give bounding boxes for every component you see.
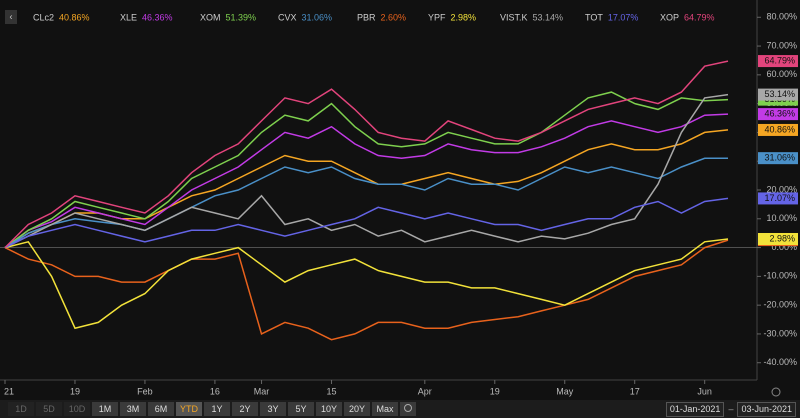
legend-value: 2.98% (451, 12, 477, 22)
legend-name: PBR (357, 12, 376, 22)
x-tick-label: 16 (210, 386, 220, 396)
y-tick-label: 10.00% (766, 213, 797, 223)
chart: ‹ 80.00%70.00%60.00%50.00%40.00%30.00%20… (0, 0, 800, 400)
legend-item: XOP 64.79% (660, 12, 715, 22)
range-button[interactable]: Max (372, 402, 398, 416)
legend-name: XOM (200, 12, 221, 22)
series-line (4, 91, 729, 249)
value-badge-label: 53.14% (764, 89, 795, 99)
legend-item: XLE 46.36% (120, 12, 173, 22)
settings-icon[interactable] (771, 387, 781, 397)
value-badge (758, 88, 798, 101)
y-tick-label: 70.00% (766, 40, 797, 50)
y-tick-label: 60.00% (766, 69, 797, 79)
legend-value: 17.07% (608, 12, 639, 22)
range-button[interactable]: 1Y (204, 402, 230, 416)
y-tick-label: -10.00% (763, 271, 797, 281)
back-icon[interactable]: ‹ (10, 11, 13, 21)
value-badge-label: 46.36% (764, 108, 795, 118)
x-tick-label: 19 (70, 386, 80, 396)
value-badge-label: 2.98% (769, 233, 795, 243)
range-button[interactable]: 1D (8, 402, 34, 416)
value-badge-label: 17.07% (764, 193, 795, 203)
y-tick-label: 0.00% (771, 242, 797, 252)
x-tick-label: 21 (4, 386, 14, 396)
y-tick-label: -40.00% (763, 357, 797, 367)
legend-value: 2.60% (381, 12, 407, 22)
legend-name: CLc2 (33, 12, 54, 22)
legend-item: CLc2 40.86% (33, 12, 90, 22)
y-tick-label: -30.00% (763, 328, 797, 338)
legend-name: XLE (120, 12, 137, 22)
legend-name: CVX (278, 12, 297, 22)
range-button[interactable]: 1M (92, 402, 118, 416)
value-badge (758, 108, 798, 121)
series-line (4, 239, 729, 341)
legend-value: 51.39% (226, 12, 257, 22)
y-tick-label: -20.00% (763, 300, 797, 310)
range-button[interactable]: 20Y (344, 402, 370, 416)
settings-button[interactable] (400, 402, 416, 416)
legend-item: CVX 31.06% (278, 12, 332, 22)
back-button[interactable] (5, 10, 17, 24)
legend-item: VIST.K 53.14% (500, 12, 563, 22)
legend-value: 31.06% (302, 12, 333, 22)
range-button[interactable]: 5Y (288, 402, 314, 416)
legend-value: 46.36% (142, 12, 173, 22)
x-tick-label: May (556, 386, 574, 396)
range-button[interactable]: YTD (176, 402, 202, 416)
legend-value: 40.86% (59, 12, 90, 22)
value-badge (758, 55, 798, 68)
y-tick-label: 80.00% (766, 12, 797, 22)
legend-item: PBR 2.60% (357, 12, 406, 22)
value-badge-label: 40.86% (764, 124, 795, 134)
x-tick-label: Mar (254, 386, 270, 396)
date-to[interactable]: 03-Jun-2021 (737, 401, 796, 417)
range-button[interactable]: 10D (64, 402, 90, 416)
legend-name: YPF (428, 12, 446, 22)
legend-name: XOP (660, 12, 679, 22)
legend-item: YPF 2.98% (428, 12, 476, 22)
range-button[interactable]: 2Y (232, 402, 258, 416)
background (0, 0, 800, 400)
series-line (4, 197, 729, 249)
value-badge (758, 192, 798, 205)
x-tick-label: 17 (630, 386, 640, 396)
x-tick-label: 15 (327, 386, 337, 396)
range-button[interactable]: 3M (120, 402, 146, 416)
range-button[interactable]: 3Y (260, 402, 286, 416)
value-badge (758, 123, 798, 136)
series-line (4, 129, 729, 249)
value-badge-label: 31.06% (764, 153, 795, 163)
range-button[interactable]: 5D (36, 402, 62, 416)
date-from[interactable]: 01-Jan-2021 (665, 401, 725, 417)
legend-name: VIST.K (500, 12, 528, 22)
series-line (4, 93, 729, 249)
x-tick-label: 19 (490, 386, 500, 396)
value-badge-label: 64.79% (764, 55, 795, 65)
toolbar: 1D 5D 10D 1M 3M 6M YTD 1Y 2Y 3Y 5Y 10Y 20Y Max 01-Jan-… (0, 400, 800, 418)
series-line (4, 60, 729, 249)
value-badge (758, 232, 798, 245)
legend-item: XOM 51.39% (200, 12, 256, 22)
legend-value: 53.14% (533, 12, 564, 22)
legend-item: TOT 17.07% (585, 12, 638, 22)
value-badge (758, 152, 798, 165)
x-tick-label: Apr (418, 386, 432, 396)
series-line (4, 113, 729, 249)
x-tick-label: Jun (697, 386, 712, 396)
series-line (4, 238, 729, 330)
y-tick-label: 20.00% (766, 184, 797, 194)
date-separator: – (728, 404, 734, 414)
legend-name: TOT (585, 12, 603, 22)
range-button[interactable]: 10Y (316, 402, 342, 416)
x-tick-label: Feb (137, 386, 153, 396)
legend-value: 64.79% (684, 12, 715, 22)
range-button[interactable]: 6M (148, 402, 174, 416)
